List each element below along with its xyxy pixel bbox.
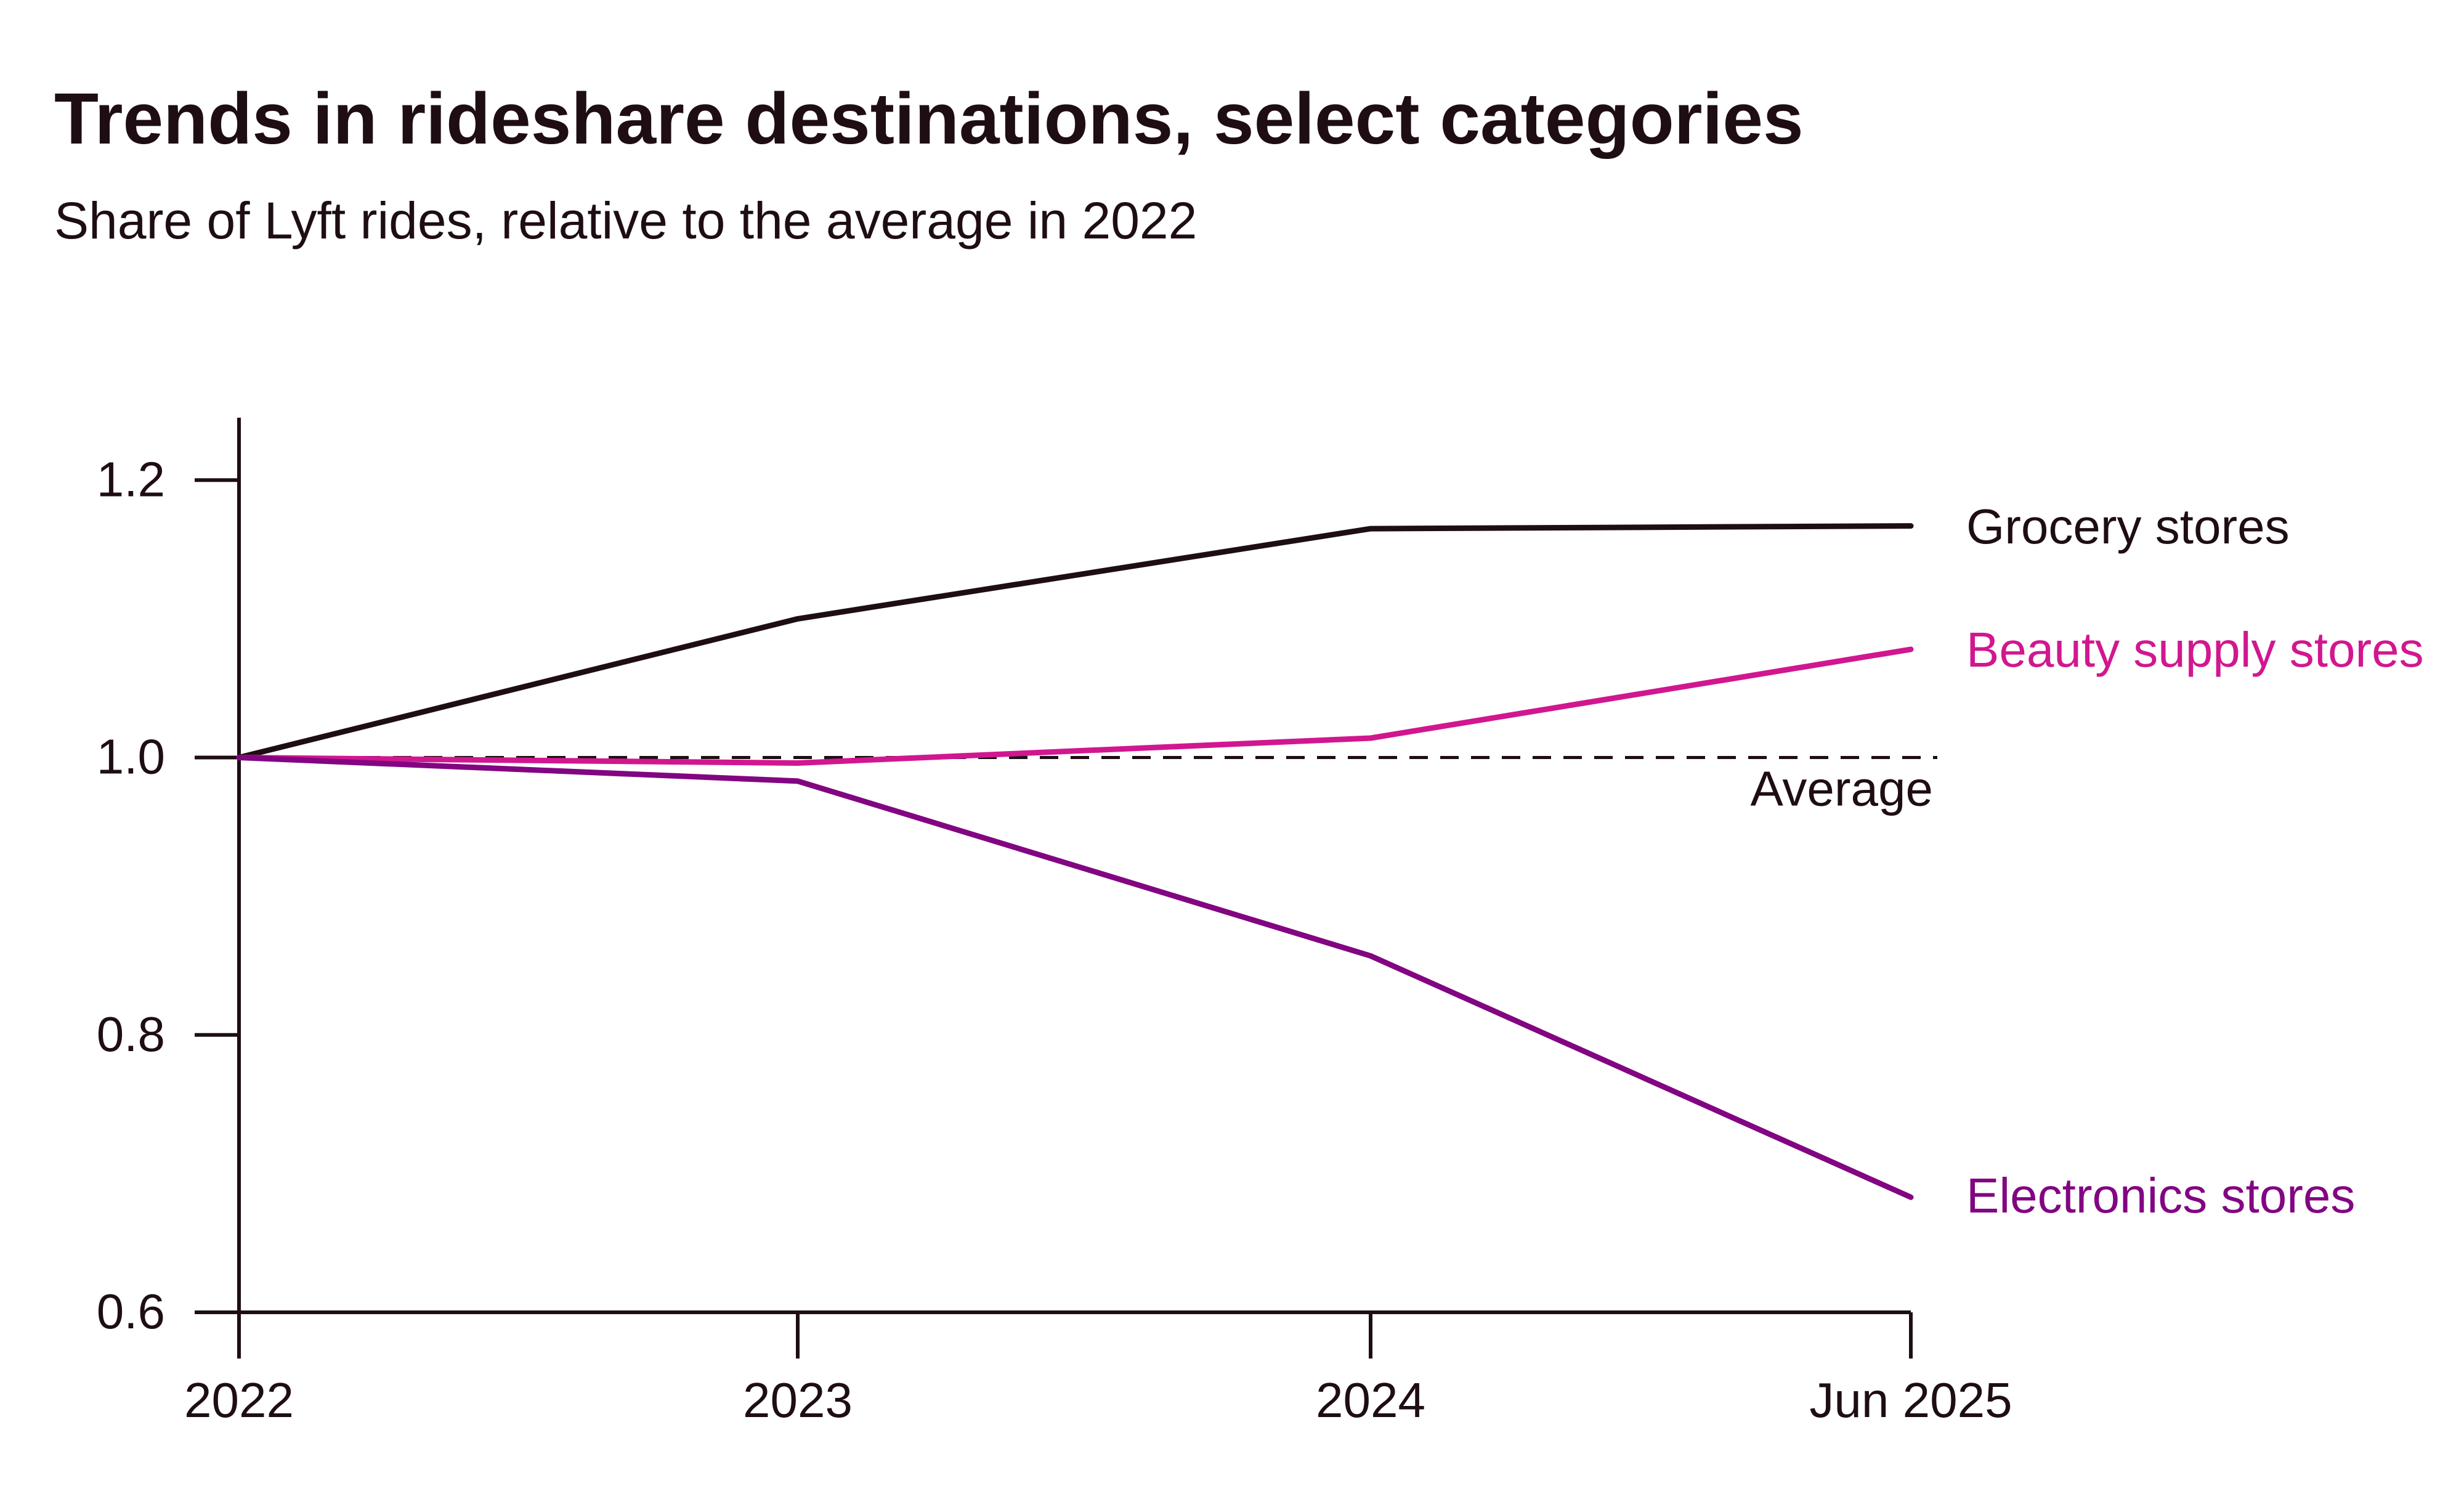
y-tick-label: 1.2 [97,452,165,506]
x-tick-label: Jun 2025 [1809,1373,2012,1428]
x-tick-label: 2024 [1316,1373,1425,1428]
series-line [236,646,1914,766]
x-tick-label: 2022 [184,1373,294,1428]
y-tick-label: 0.6 [97,1284,165,1339]
average-label: Average [1750,762,1933,816]
chart-subtitle: Share of Lyft rides, relative to the ave… [54,192,1198,250]
series-line [236,755,1914,1200]
chart-title: Trends in rideshare destinations, select… [54,78,1804,160]
y-tick-label: 0.8 [97,1007,165,1062]
y-tick-label: 1.0 [97,729,165,784]
series-label: Electronics stores [1966,1168,2355,1223]
series-label: Beauty supply stores [1966,622,2424,677]
series-line [236,523,1914,760]
x-tick-label: 2023 [743,1373,853,1428]
series-label: Grocery stores [1966,499,2290,554]
